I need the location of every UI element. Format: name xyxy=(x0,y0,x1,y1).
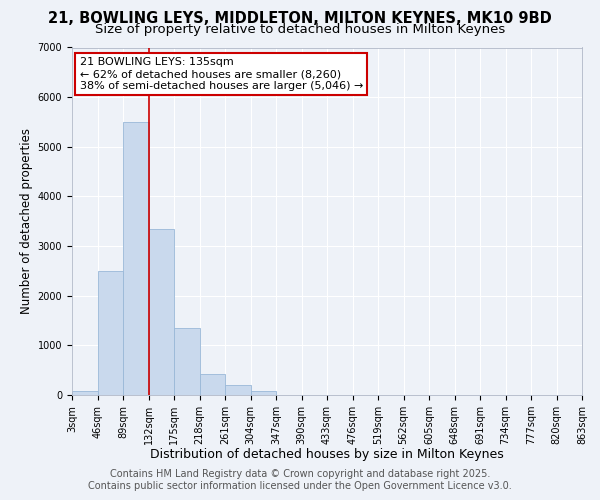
Text: 21 BOWLING LEYS: 135sqm
← 62% of detached houses are smaller (8,260)
38% of semi: 21 BOWLING LEYS: 135sqm ← 62% of detache… xyxy=(80,58,363,90)
Text: 21, BOWLING LEYS, MIDDLETON, MILTON KEYNES, MK10 9BD: 21, BOWLING LEYS, MIDDLETON, MILTON KEYN… xyxy=(48,11,552,26)
Bar xyxy=(72,392,97,395)
Bar xyxy=(174,328,199,395)
Text: Contains HM Land Registry data © Crown copyright and database right 2025.
Contai: Contains HM Land Registry data © Crown c… xyxy=(88,470,512,491)
Bar xyxy=(251,392,276,395)
Bar xyxy=(149,228,174,395)
Bar xyxy=(199,374,225,395)
X-axis label: Distribution of detached houses by size in Milton Keynes: Distribution of detached houses by size … xyxy=(150,448,504,462)
Bar xyxy=(225,385,251,395)
Y-axis label: Number of detached properties: Number of detached properties xyxy=(20,128,34,314)
Bar xyxy=(123,122,149,395)
Text: Size of property relative to detached houses in Milton Keynes: Size of property relative to detached ho… xyxy=(95,22,505,36)
Bar xyxy=(97,271,123,395)
